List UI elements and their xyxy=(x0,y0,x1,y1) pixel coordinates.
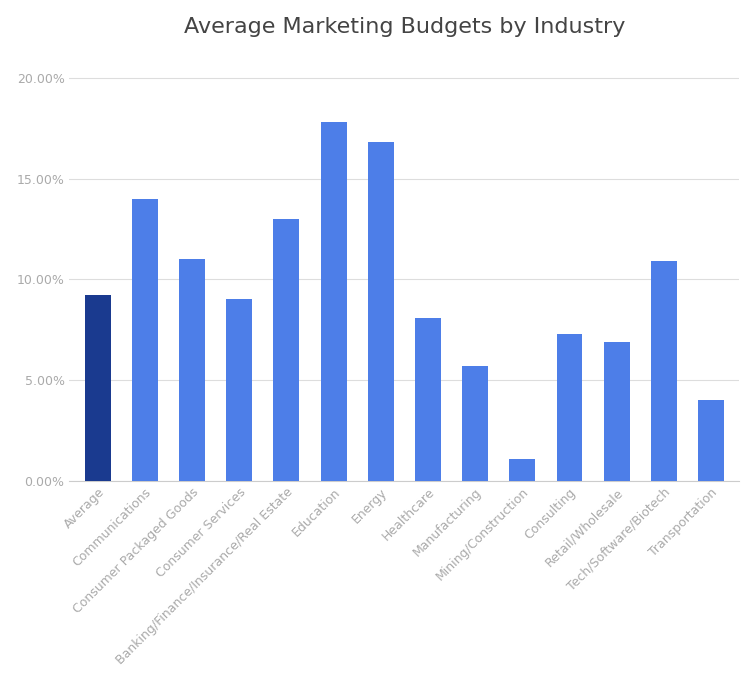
Bar xyxy=(510,459,535,481)
Bar xyxy=(415,317,441,481)
Bar xyxy=(368,142,394,481)
Bar xyxy=(462,366,488,481)
Bar xyxy=(226,300,253,481)
Bar xyxy=(132,199,158,481)
Bar xyxy=(179,259,205,481)
Bar xyxy=(698,400,724,481)
Bar xyxy=(85,295,110,481)
Bar xyxy=(321,122,346,481)
Bar xyxy=(274,219,299,481)
Title: Average Marketing Budgets by Industry: Average Marketing Budgets by Industry xyxy=(184,16,625,37)
Bar xyxy=(651,261,677,481)
Bar xyxy=(604,342,630,481)
Bar xyxy=(556,334,582,481)
